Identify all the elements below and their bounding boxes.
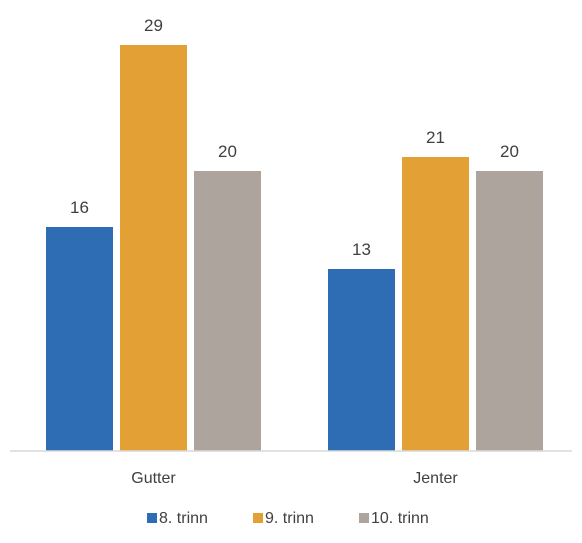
category-label-jenter: Jenter <box>413 470 458 487</box>
value-label-gutter-10-trinn: 20 <box>218 142 237 161</box>
category-label-gutter: Gutter <box>131 470 176 487</box>
legend-label-9-trinn: 9. trinn <box>265 510 314 527</box>
legend-label-10-trinn: 10. trinn <box>371 510 429 527</box>
bar-gutter-8-trinn <box>46 227 113 451</box>
bar-jenter-10-trinn <box>476 171 543 451</box>
legend-swatch-10-trinn <box>359 513 369 523</box>
bars-group <box>46 45 543 451</box>
value-labels-group: 16 29 20 13 21 20 <box>70 16 519 259</box>
legend-swatch-8-trinn <box>147 513 157 523</box>
value-label-jenter-9-trinn: 21 <box>426 128 445 147</box>
bar-gutter-9-trinn <box>120 45 187 451</box>
legend-swatch-9-trinn <box>253 513 263 523</box>
bar-jenter-8-trinn <box>328 269 395 451</box>
value-label-jenter-10-trinn: 20 <box>500 142 519 161</box>
value-label-jenter-8-trinn: 13 <box>352 240 371 259</box>
value-label-gutter-8-trinn: 16 <box>70 198 89 217</box>
value-label-gutter-9-trinn: 29 <box>144 16 163 35</box>
legend-label-8-trinn: 8. trinn <box>159 510 208 527</box>
legend: 8. trinn 9. trinn 10. trinn <box>147 510 429 527</box>
category-labels-group: Gutter Jenter <box>131 470 458 487</box>
bar-gutter-10-trinn <box>194 171 261 451</box>
bar-jenter-9-trinn <box>402 157 469 451</box>
